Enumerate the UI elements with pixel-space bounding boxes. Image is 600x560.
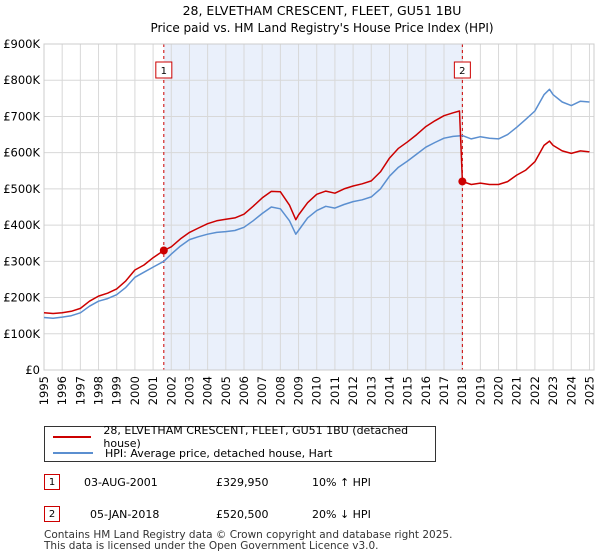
- transaction-date: 03-AUG-2001: [84, 476, 158, 489]
- x-tick-label: 1996: [55, 376, 69, 405]
- ownership-shaded-region: [163, 44, 463, 370]
- x-tick-label: 2022: [528, 376, 542, 405]
- x-tick-label: 2000: [128, 376, 142, 405]
- x-tick-label: 2013: [364, 376, 378, 405]
- x-tick-label: 2005: [219, 376, 233, 405]
- transaction-label: 2: [459, 66, 465, 77]
- transaction-label-box: [155, 61, 173, 79]
- legend-label-hpi: HPI: Average price, detached house, Hart: [105, 446, 333, 460]
- transaction-point: [159, 246, 168, 255]
- y-tick-label: £200K: [3, 291, 40, 305]
- transaction-row: 2 05-JAN-2018 £520,500 20% ↓ HPI: [44, 506, 444, 524]
- transaction-marker-badge: 2: [44, 506, 60, 522]
- x-tick-label: 2006: [237, 376, 251, 405]
- x-tick-label: 2018: [455, 376, 469, 405]
- legend-label-property: 28, ELVETHAM CRESCENT, FLEET, GU51 1BU (…: [103, 424, 409, 450]
- x-tick-label: 2014: [382, 376, 396, 405]
- x-tick-label: 2011: [328, 376, 342, 405]
- x-tick-label: 2004: [201, 376, 215, 405]
- legend-item-property: 28, ELVETHAM CRESCENT, FLEET, GU51 1BU (…: [53, 424, 435, 450]
- footer-line-copyright: Contains HM Land Registry data © Crown c…: [44, 529, 453, 541]
- transaction-label-box: [453, 61, 471, 79]
- transaction-marker-badge: 1: [44, 474, 60, 490]
- x-tick-label: 2019: [473, 376, 487, 405]
- legend-swatch-property: [53, 436, 92, 438]
- y-tick-label: £0: [25, 363, 40, 377]
- plot-area-frame: [43, 43, 595, 371]
- y-tick-label: £100K: [3, 327, 40, 341]
- footer-line-licence: This data is licensed under the Open Gov…: [44, 540, 379, 552]
- price-chart: 28, ELVETHAM CRESCENT, FLEET, GU51 1BU P…: [3, 3, 596, 405]
- x-tick-label: 2025: [582, 376, 596, 405]
- y-tick-label: £700K: [3, 109, 40, 123]
- y-tick-label: £900K: [3, 37, 40, 51]
- y-tick-label: £600K: [3, 146, 40, 160]
- x-tick-label: 2020: [492, 376, 506, 405]
- transaction-price: £329,950: [216, 476, 269, 489]
- y-tick-label: £800K: [3, 73, 40, 87]
- x-tick-label: 2010: [310, 376, 324, 405]
- footer-attribution: Contains HM Land Registry data © Crown c…: [44, 530, 584, 552]
- x-tick-label: 1995: [37, 376, 51, 405]
- x-tick-label: 2001: [146, 376, 160, 405]
- transaction-date: 05-JAN-2018: [90, 508, 160, 521]
- x-tick-label: 2003: [182, 376, 196, 405]
- x-tick-label: 1998: [92, 376, 106, 405]
- x-tick-label: 1999: [110, 376, 124, 405]
- legend: 28, ELVETHAM CRESCENT, FLEET, GU51 1BU (…: [44, 424, 436, 462]
- chart-subtitle: Price paid vs. HM Land Registry's House …: [150, 21, 493, 35]
- x-tick-label: 2008: [273, 376, 287, 405]
- x-tick-label: 2015: [401, 376, 415, 405]
- x-tick-label: 2007: [255, 376, 269, 405]
- y-tick-label: £500K: [3, 182, 40, 196]
- hpi-line: [43, 88, 590, 319]
- legend-item-hpi: HPI: Average price, detached house, Hart: [53, 445, 332, 461]
- chart-title: 28, ELVETHAM CRESCENT, FLEET, GU51 1BU: [183, 3, 462, 18]
- legend-swatch-hpi: [53, 452, 93, 454]
- x-tick-label: 2016: [419, 376, 433, 405]
- transaction-price: £520,500: [216, 508, 269, 521]
- transaction-point: [458, 177, 467, 186]
- transaction-row: 1 03-AUG-2001 £329,950 10% ↑ HPI: [44, 474, 444, 492]
- x-tick-label: 2023: [546, 376, 560, 405]
- transaction-hpi-change: 10% ↑ HPI: [312, 476, 371, 489]
- x-tick-label: 2017: [437, 376, 451, 405]
- x-tick-label: 2021: [510, 376, 524, 405]
- x-tick-label: 1997: [73, 376, 87, 405]
- x-tick-label: 2002: [164, 376, 178, 405]
- y-tick-label: £300K: [3, 254, 40, 268]
- transaction-label: 1: [161, 66, 167, 77]
- property-price-line: [43, 110, 590, 315]
- transaction-hpi-change: 20% ↓ HPI: [312, 508, 371, 521]
- x-tick-label: 2012: [346, 376, 360, 405]
- y-tick-label: £400K: [3, 218, 40, 232]
- x-tick-label: 2009: [292, 376, 306, 405]
- x-tick-label: 2024: [564, 376, 578, 405]
